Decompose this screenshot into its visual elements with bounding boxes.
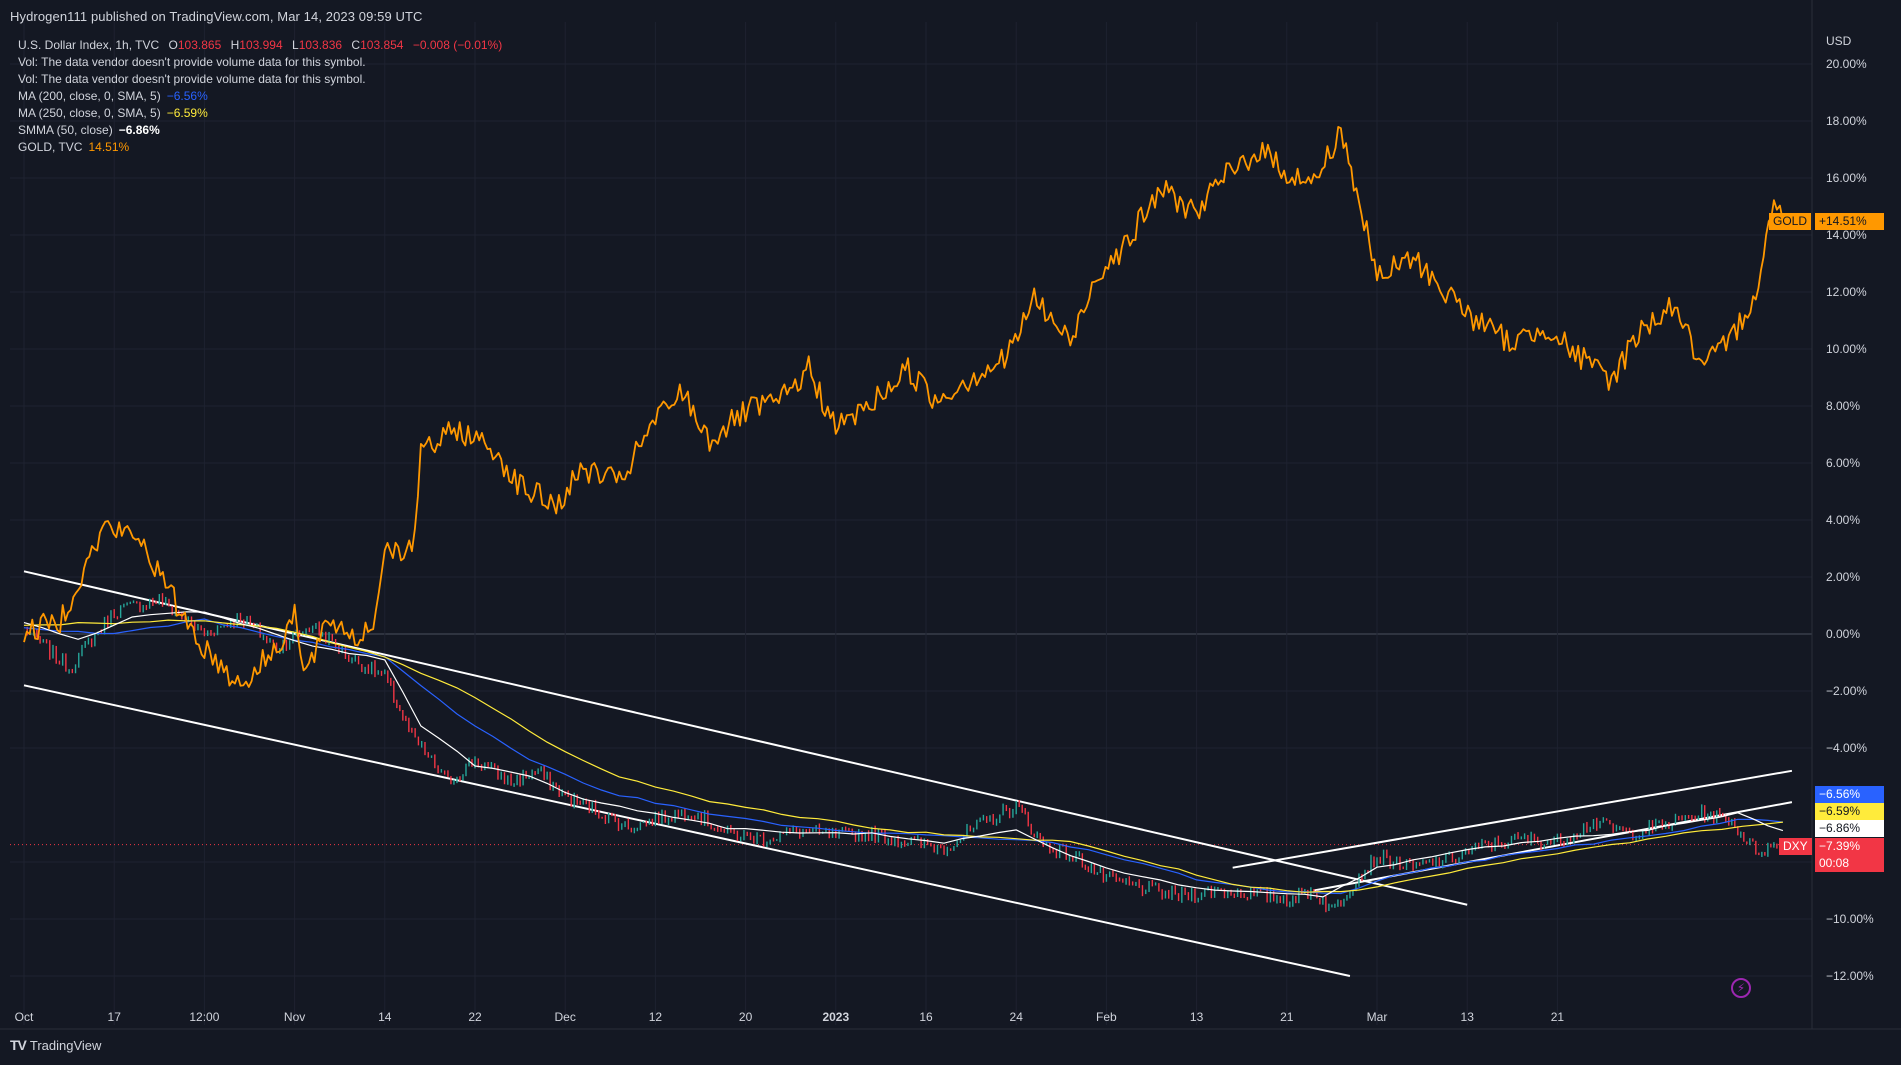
symbol-label: U.S. Dollar Index, 1h, TVC (18, 38, 160, 52)
legend-vol-row-1[interactable]: Vol: The data vendor doesn't provide vol… (18, 55, 366, 69)
x-tick-label: 21 (1280, 1010, 1294, 1024)
x-tick-label: 14 (378, 1010, 392, 1024)
ma250-value-tag[interactable]: −6.59% (1815, 803, 1884, 820)
low-value: 103.836 (298, 38, 343, 52)
y-tick-label: −4.00% (1826, 741, 1867, 755)
gold-name-tag[interactable]: GOLD (1769, 213, 1812, 230)
x-tick-label: Mar (1367, 1010, 1388, 1024)
y-tick-label: 4.00% (1826, 513, 1860, 527)
y-tick-label: 8.00% (1826, 399, 1860, 413)
ma200-value: −6.56% (166, 89, 208, 103)
currency-label: USD (1826, 34, 1852, 48)
countdown-tag: 00:08 (1815, 855, 1884, 872)
legend-ma200-row[interactable]: MA (200, close, 0, SMA, 5) −6.56% (18, 88, 502, 105)
x-tick-label: 13 (1461, 1010, 1475, 1024)
y-tick-label: 0.00% (1826, 627, 1860, 641)
x-tick-label: Oct (15, 1010, 34, 1024)
change-value: −0.008 (−0.01%) (412, 38, 503, 52)
smma-label: SMMA (50, close) (18, 123, 113, 137)
ma250-value: −6.59% (166, 106, 208, 120)
high-key: H (230, 38, 240, 52)
y-tick-label: 14.00% (1826, 228, 1867, 242)
x-tick-label: Nov (284, 1010, 305, 1024)
high-value: 103.994 (239, 38, 283, 52)
y-tick-label: −12.00% (1826, 969, 1874, 983)
ma200-label: MA (200, close, 0, SMA, 5) (18, 89, 161, 103)
y-tick-label: 2.00% (1826, 570, 1860, 584)
smma-value: −6.86% (118, 123, 160, 137)
x-tick-label: 12 (649, 1010, 663, 1024)
x-tick-label: 20 (739, 1010, 753, 1024)
trendline (1232, 769, 1793, 869)
dxy-name-tag[interactable]: DXY (1779, 838, 1812, 855)
x-tick-label: 17 (108, 1010, 122, 1024)
gold-value: 14.51% (88, 140, 130, 154)
y-tick-label: −2.00% (1826, 684, 1867, 698)
y-tick-label: 20.00% (1826, 57, 1867, 71)
legend-smma-row[interactable]: SMMA (50, close) −6.86% (18, 122, 502, 139)
trendline (23, 684, 1351, 977)
close-value: 103.854 (360, 38, 404, 52)
x-axis: Oct 17 12:00 Nov 14 22 Dec 12 20 2023 16 24 Feb 13 21 M… (15, 1010, 1565, 1024)
dxy-value-tag[interactable]: −7.39% (1815, 838, 1884, 855)
x-tick-label: 21 (1551, 1010, 1565, 1024)
chart-grid (0, 0, 1901, 1030)
series-line (23, 618, 1783, 895)
ma250-label: MA (250, close, 0, SMA, 5) (18, 106, 161, 120)
legend-ma250-row[interactable]: MA (250, close, 0, SMA, 5) −6.59% (18, 105, 502, 122)
open-key: O (168, 38, 178, 52)
y-tick-label: 18.00% (1826, 114, 1867, 128)
legend-symbol-row[interactable]: U.S. Dollar Index, 1h, TVC O103.865 H103… (18, 37, 502, 54)
open-value: 103.865 (177, 38, 222, 52)
gold-label: GOLD, TVC (18, 140, 83, 154)
series-line-gold (23, 126, 1784, 688)
series-line (23, 619, 1783, 893)
x-tick-label: 22 (468, 1010, 482, 1024)
brand-label: TradingView (29, 1037, 102, 1053)
gold-value-tag[interactable]: +14.51% (1815, 213, 1884, 230)
x-tick-label: 2023 (822, 1010, 849, 1024)
x-tick-label: 12:00 (189, 1010, 219, 1024)
y-tick-label: −10.00% (1826, 912, 1874, 926)
x-tick-label: 16 (919, 1010, 933, 1024)
low-key: L (292, 38, 299, 52)
y-tick-label: 12.00% (1826, 285, 1867, 299)
close-key: C (351, 38, 361, 52)
trendlines (23, 570, 1793, 977)
y-tick-label: 16.00% (1826, 171, 1867, 185)
publisher-header: Hydrogen111 published on TradingView.com… (10, 9, 423, 24)
x-tick-label: Dec (555, 1010, 576, 1024)
series-line (23, 611, 1784, 898)
lightning-icon[interactable]: ⚡ (1731, 978, 1751, 998)
x-tick-label: 24 (1010, 1010, 1024, 1024)
tradingview-footer[interactable]: TV TradingView (10, 1037, 101, 1053)
legend-gold-row[interactable]: GOLD, TVC 14.51% (18, 139, 502, 156)
x-tick-label: Feb (1096, 1010, 1117, 1024)
legend-vol-row-2[interactable]: Vol: The data vendor doesn't provide vol… (18, 72, 366, 86)
y-tick-label: 10.00% (1826, 342, 1867, 356)
chart-legend: U.S. Dollar Index, 1h, TVC O103.865 H103… (18, 37, 502, 156)
ma200-value-tag[interactable]: −6.56% (1815, 786, 1884, 803)
tradingview-logo-icon: TV (10, 1037, 27, 1053)
x-tick-label: 13 (1190, 1010, 1204, 1024)
smma-value-tag[interactable]: −6.86% (1815, 820, 1884, 837)
series-lines (23, 126, 1784, 913)
y-axis: 20.00% 18.00% 16.00% 14.00% 12.00% 10.00% 8.00… (1826, 57, 1874, 983)
y-tick-label: 6.00% (1826, 456, 1860, 470)
